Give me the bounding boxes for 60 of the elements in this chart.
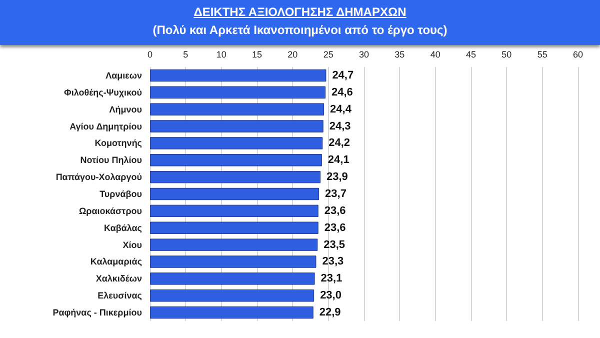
y-tick-label: Παπάγου-Χολαργού [56,172,142,182]
bar [150,86,326,98]
bar [150,204,318,218]
data-label: 22,9 [319,306,341,319]
bar [150,69,326,82]
bar [150,222,318,234]
data-label: 24,4 [330,103,352,116]
y-tick-label: Ελευσίνας [98,290,142,301]
chart-title: ΔΕΙΚΤΗΣ ΑΞΙΟΛΟΓΗΣΗΣ ΔΗΜΑΡΧΩΝ [192,4,408,21]
bar [150,120,324,132]
bar [150,238,318,251]
y-tick-label: Νοτίου Πηλίου [80,155,142,166]
x-tick-label: 0 [147,50,153,60]
x-tick-label: 55 [537,50,548,60]
data-label: 24,2 [328,137,350,150]
data-label: 23,3 [322,256,344,268]
data-label: 23,6 [324,204,346,217]
y-tick-label: Ωραιοκάστρου [78,206,142,216]
bar [150,256,316,268]
x-tick-label: 25 [323,50,334,60]
y-tick-label: Αγίου Δημητρίου [70,121,142,132]
x-tick-label: 30 [358,50,370,60]
data-label: 24,1 [328,154,350,166]
x-tick-label: 45 [466,50,476,60]
y-tick-label: Λαμιεων [106,70,142,80]
bar [150,306,314,319]
x-tick-label: 60 [572,50,584,60]
data-label: 23,7 [325,188,346,200]
y-tick-label: Χαλκιδέων [96,274,142,284]
data-label: 23,9 [326,171,348,184]
data-label: 23,0 [320,290,342,302]
bar [150,272,315,285]
y-tick-label: Τυρνάβου [100,189,142,199]
bar [150,170,320,184]
bar [150,290,314,302]
data-label: 24,3 [329,120,351,132]
y-tick-label: Καβάλας [104,222,142,233]
bar [150,154,322,166]
y-tick-label: Χίου [122,240,142,250]
y-tick-label: Φιλοθέης-Ψυχικού [64,87,142,98]
x-tick-label: 35 [394,50,405,60]
x-tick-label: 20 [288,50,298,60]
y-tick-label: Λήμνου [109,104,142,114]
x-tick-label: 5 [183,50,188,60]
y-tick-label: Καλαμαριάς [90,256,142,267]
y-tick-label: Ραφήνας - Πικερμίου [52,308,142,318]
data-label: 23,6 [324,222,346,234]
x-tick-label: 15 [252,50,262,60]
bar [150,137,323,150]
x-tick-label: 10 [216,50,226,60]
data-label: 24,6 [331,86,353,98]
bar [150,188,320,200]
x-tick-label: 40 [430,50,440,60]
y-tick-label: Κομοτηνής [94,138,142,148]
data-label: 24,7 [332,69,354,82]
data-label: 23,1 [320,272,342,285]
chart-subtitle: (Πολύ και Αρκετά Ικανοποιημένοι από το έργο τους) [152,22,448,39]
x-tick-label: 50 [502,50,512,60]
bar [150,103,324,116]
data-label: 23,5 [324,238,346,251]
